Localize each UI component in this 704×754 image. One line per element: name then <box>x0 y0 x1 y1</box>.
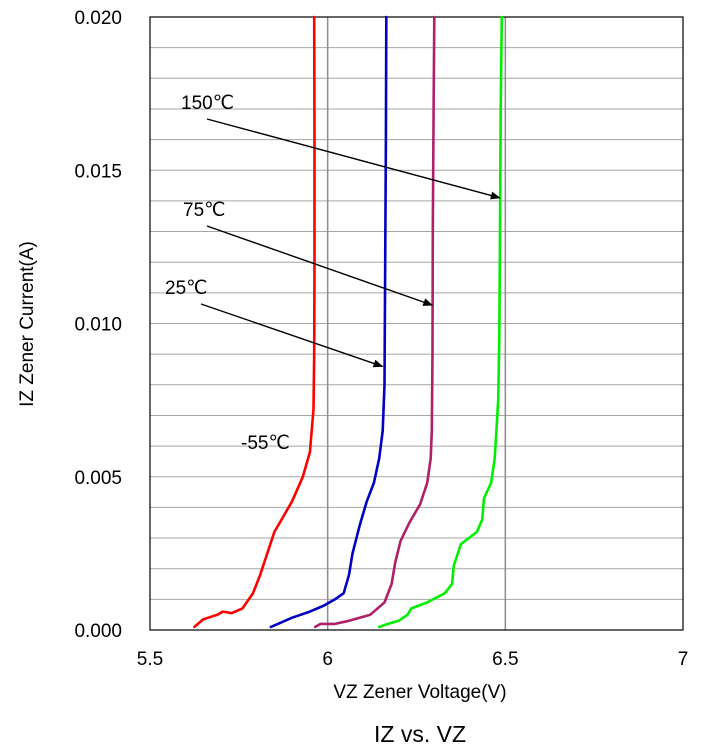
annotations-layer: 150℃ 75℃ 25℃ -55℃ <box>165 93 501 454</box>
y-axis-ticks: 0.000 0.005 0.010 0.015 0.020 <box>74 8 122 642</box>
x-tick-label: 6 <box>322 649 333 670</box>
annotation-arrow <box>206 118 501 200</box>
y-tick-label: 0.005 <box>74 468 122 489</box>
vertical-gridlines <box>326 17 507 630</box>
series-line-2 <box>313 15 436 629</box>
plot-area-frame <box>149 16 684 631</box>
annotation-label: 150℃ <box>181 93 234 114</box>
y-tick-label: 0.010 <box>74 315 122 336</box>
annotation-label: 25℃ <box>165 278 207 299</box>
x-axis-title: VZ Zener Voltage(V) <box>333 682 506 703</box>
annotation-arrow <box>200 303 384 368</box>
x-tick-label: 6.5 <box>492 649 518 670</box>
series-line-3 <box>377 15 504 629</box>
annotation-label: -55℃ <box>241 433 290 454</box>
series-line-0 <box>193 15 316 629</box>
chart-title: IZ vs. VZ <box>374 721 466 747</box>
annotation-label: 75℃ <box>183 200 225 221</box>
y-tick-label: 0.000 <box>74 621 122 642</box>
series-line-1 <box>269 15 388 629</box>
annotation-arrow <box>206 225 434 306</box>
y-axis-title: IZ Zener Current(A) <box>17 241 38 407</box>
x-tick-label: 5.5 <box>137 649 163 670</box>
x-tick-label: 7 <box>678 649 689 670</box>
y-tick-label: 0.015 <box>74 161 122 182</box>
series-layer <box>193 15 504 629</box>
x-axis-ticks: 5.5 6 6.5 7 <box>137 649 689 670</box>
horizontal-gridlines <box>150 47 683 600</box>
y-tick-label: 0.020 <box>74 8 122 29</box>
